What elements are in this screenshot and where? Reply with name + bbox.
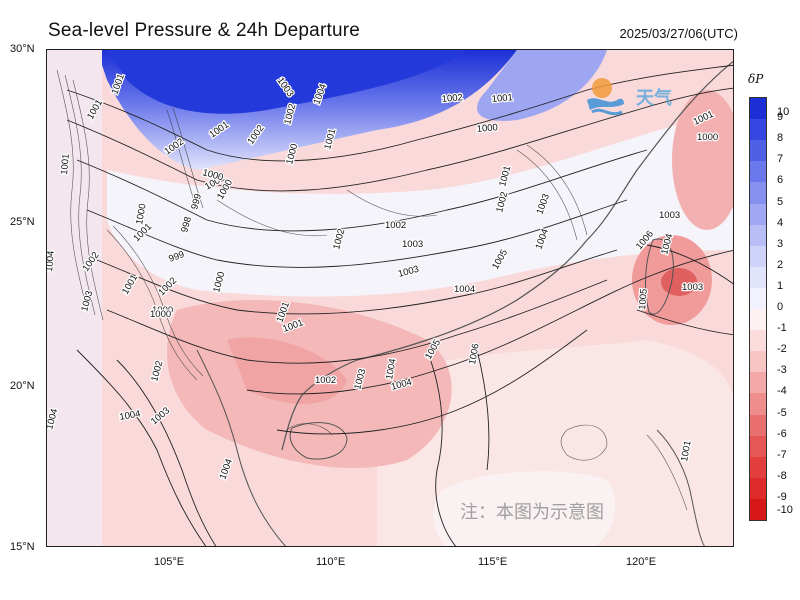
isobars (66, 64, 733, 546)
lon-label-110e: 110°E (316, 556, 346, 568)
departure-field-gulf (227, 337, 347, 404)
departure-field-blue-east (477, 50, 607, 121)
colorbar-swatch (750, 224, 766, 247)
weather-logo (587, 78, 624, 116)
colorbar-swatch (750, 498, 766, 521)
lat-label-30n: 30°N (10, 43, 35, 55)
colorbar-tick-label: -7 (777, 448, 787, 461)
colorbar-swatch (750, 309, 766, 331)
colorbar-swatch (750, 456, 766, 479)
isobar-label: 1001 (679, 440, 694, 463)
colorbar-swatch (750, 245, 766, 268)
departure-field-white-patch (432, 471, 616, 546)
colorbar-tick-label: 5 (777, 195, 784, 208)
map-panel[interactable]: 1003 1004 1002 1002 1001 1002 1001 1000 1001 1001… (46, 49, 734, 547)
isobar-label: 1000 (476, 122, 498, 135)
isobar-label: 1000 (697, 132, 718, 143)
lat-label-20n: 20°N (10, 380, 35, 392)
departure-field-west-edge (47, 50, 102, 546)
departure-field-neutral-band (107, 110, 733, 297)
colorbar-swatch (750, 351, 766, 373)
colorbar-tick-label: 6 (777, 174, 784, 187)
colorbar-swatch (750, 161, 766, 183)
lon-label-105e: 105°E (154, 556, 185, 568)
isobar-label: 1001 (59, 153, 72, 175)
isobar-label: 1004 (384, 358, 399, 381)
colorbar-swatch (750, 119, 766, 141)
isobar-label: 999 (189, 193, 204, 211)
disclaimer-watermark: 注：本图为示意图 (460, 502, 604, 522)
hainan-island (289, 422, 348, 460)
pressure-map: 1003 100410021002100110021001100010011001… (47, 50, 733, 546)
isobar-label: 1004 (454, 284, 475, 295)
colorbar-swatch (750, 414, 766, 437)
isobar-label: 1002 (385, 220, 406, 231)
lon-label-115e: 115°E (478, 556, 508, 568)
colorbar-tick-label: -4 (777, 385, 787, 398)
isobar-label: 1000 (134, 203, 149, 226)
colorbar-tick-label: -5 (777, 406, 787, 419)
isobar-label: 1006 (467, 343, 482, 366)
terrain-contours (56, 69, 688, 511)
isobar-label: 1003 (659, 210, 680, 221)
colorbar-tick-label: 1 (777, 279, 784, 292)
sun-icon (592, 78, 612, 98)
lat-label-25n: 25°N (10, 216, 35, 228)
colorbar-tick-label: -9 (777, 490, 787, 503)
colorbar-title: δP (748, 72, 764, 86)
colorbar-tick-label: 2 (777, 258, 784, 271)
colorbar-tick-label: -3 (777, 364, 787, 377)
wave-icon (587, 98, 624, 110)
lon-label-120e: 120°E (626, 556, 657, 568)
luzon-coast (656, 429, 706, 546)
isobar-label: 1002 (441, 92, 463, 105)
chart-title: Sea-level Pressure & 24h Departure (48, 20, 361, 41)
isobar-label: 1005 (637, 288, 650, 310)
colorbar-tick-label: 8 (777, 132, 784, 145)
colorbar (749, 97, 767, 521)
colorbar-swatch (750, 140, 766, 162)
colorbar-swatch (750, 330, 766, 352)
colorbar-tick-label: 3 (777, 237, 784, 250)
colorbar-tick-label: -2 (777, 343, 787, 356)
colorbar-tick-label: 10 (777, 106, 790, 118)
isobar-label: 998 (179, 216, 194, 234)
colorbar-swatch (750, 393, 766, 415)
colorbar-tick-label: 4 (777, 216, 784, 229)
isobar-label: 1004 (119, 408, 142, 423)
colorbar-tick-label: 0 (777, 301, 784, 313)
lat-label-15n: 15°N (10, 541, 35, 553)
isobar-label: 1000 (150, 309, 171, 320)
colorbar-swatch (750, 287, 766, 310)
colorbar-swatch (750, 182, 766, 204)
taiwan-island (645, 238, 674, 315)
departure-field-northeast-warm (672, 90, 733, 230)
departure-field-blue-core (107, 50, 467, 114)
isobar-label: 1002 (315, 375, 336, 386)
colorbar-tick-label: -1 (777, 322, 787, 335)
colorbar-swatch (750, 203, 766, 226)
colorbar-tick-label: 9 (777, 111, 784, 124)
logo-text: 天气 (636, 88, 672, 108)
valid-time: 2025/03/27/06(UTC) (619, 26, 738, 41)
isobar-label: 1000 (211, 271, 227, 294)
coastline (281, 60, 733, 451)
colorbar-swatch (750, 266, 766, 289)
colorbar-swatch (750, 372, 766, 394)
isobar-label: 1004 (47, 250, 57, 272)
isobar-label: 1000 (152, 305, 173, 316)
colorbar-swatch (750, 477, 766, 500)
colorbar-swatch (750, 98, 766, 120)
indochina-coast (196, 349, 286, 546)
isobar-label: 1003 (682, 282, 703, 293)
isobar-label: 1001 (491, 92, 513, 105)
colorbar-tick-label: -8 (777, 469, 787, 482)
colorbar-tick-label: 7 (777, 153, 784, 166)
colorbar-swatch (750, 435, 766, 458)
isobar-label: 1003 (402, 239, 423, 250)
colorbar-tick-label: -6 (777, 427, 787, 440)
colorbar-tick-label: -10 (777, 504, 793, 516)
